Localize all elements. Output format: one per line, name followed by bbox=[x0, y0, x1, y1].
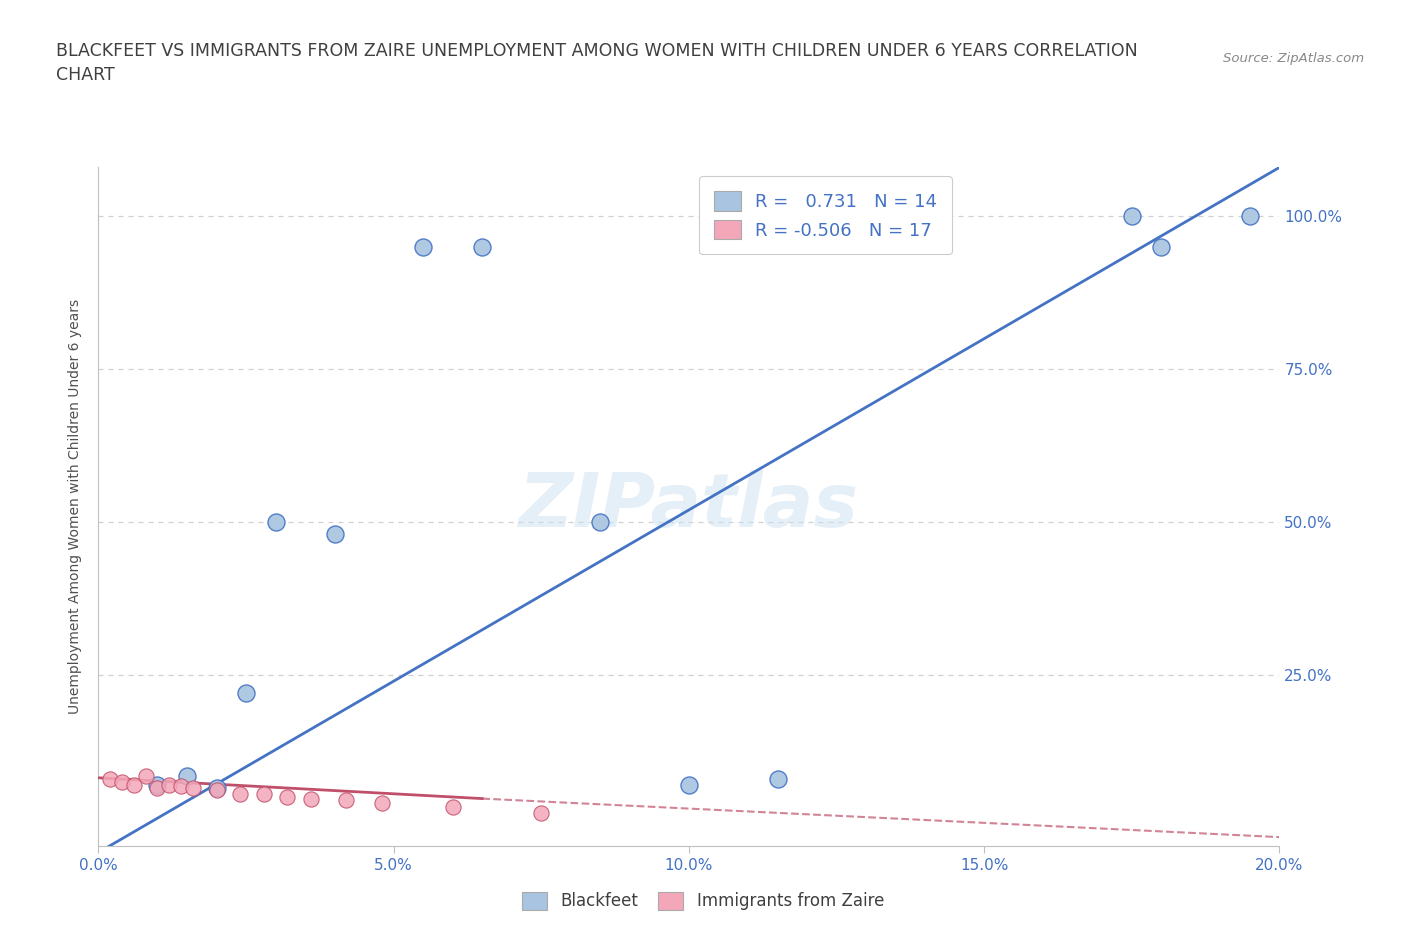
Text: CHART: CHART bbox=[56, 66, 115, 84]
Point bbox=[253, 787, 276, 802]
Point bbox=[205, 782, 228, 797]
Point bbox=[170, 779, 193, 794]
Point bbox=[276, 790, 298, 804]
Text: Source: ZipAtlas.com: Source: ZipAtlas.com bbox=[1223, 52, 1364, 65]
Point bbox=[335, 793, 357, 808]
Legend: R =   0.731   N = 14, R = -0.506   N = 17: R = 0.731 N = 14, R = -0.506 N = 17 bbox=[699, 177, 952, 254]
Point bbox=[264, 514, 287, 529]
Point bbox=[135, 768, 157, 783]
Point bbox=[146, 781, 169, 796]
Point bbox=[146, 777, 169, 792]
Point bbox=[471, 239, 494, 254]
Point bbox=[589, 514, 612, 529]
Point bbox=[205, 781, 228, 796]
Point bbox=[441, 799, 464, 814]
Point bbox=[1239, 209, 1261, 224]
Text: BLACKFEET VS IMMIGRANTS FROM ZAIRE UNEMPLOYMENT AMONG WOMEN WITH CHILDREN UNDER : BLACKFEET VS IMMIGRANTS FROM ZAIRE UNEMP… bbox=[56, 43, 1137, 60]
Point bbox=[299, 791, 322, 806]
Point bbox=[678, 777, 700, 792]
Y-axis label: Unemployment Among Women with Children Under 6 years: Unemployment Among Women with Children U… bbox=[69, 299, 83, 714]
Point bbox=[235, 686, 257, 701]
Point bbox=[1121, 209, 1143, 224]
Text: ZIPatlas: ZIPatlas bbox=[519, 471, 859, 543]
Point bbox=[157, 777, 180, 792]
Legend: Blackfeet, Immigrants from Zaire: Blackfeet, Immigrants from Zaire bbox=[516, 885, 890, 917]
Point bbox=[412, 239, 434, 254]
Point bbox=[181, 781, 204, 796]
Point bbox=[98, 772, 121, 787]
Point bbox=[371, 796, 394, 811]
Point bbox=[766, 772, 789, 787]
Point bbox=[122, 777, 145, 792]
Point bbox=[111, 775, 134, 790]
Point bbox=[530, 805, 553, 820]
Point bbox=[229, 787, 252, 802]
Point bbox=[1150, 239, 1173, 254]
Point bbox=[176, 768, 198, 783]
Point bbox=[323, 527, 346, 542]
